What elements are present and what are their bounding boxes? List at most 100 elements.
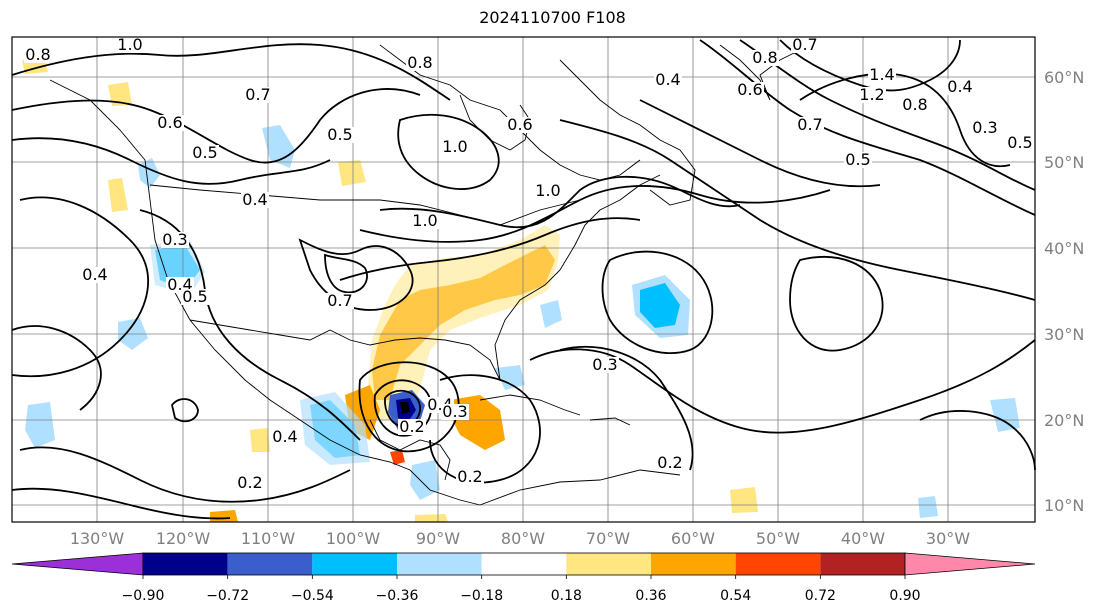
contour-line [397, 113, 500, 190]
contour-label-background [411, 213, 439, 229]
contour-line [789, 256, 884, 352]
contour-line [799, 72, 1011, 168]
contour-line [11, 137, 331, 185]
contour-line [384, 389, 421, 427]
colorbar-segment [735, 553, 821, 575]
colorbar-tick-label: −0.90 [122, 588, 165, 604]
shade-gulf-coast-yellow [368, 225, 560, 420]
latitude-label: 60°N [1044, 68, 1084, 87]
shade-yellow-bottom [415, 514, 448, 522]
contour-line [919, 410, 1036, 471]
colorbar-segment [143, 553, 228, 575]
contour-label: 0.7 [792, 35, 817, 54]
colorbar-tick-label: −0.18 [460, 588, 503, 604]
contour-label-background [456, 469, 484, 485]
coastline-gulf [329, 174, 661, 381]
contour-line [359, 185, 831, 243]
colorbar-tick-label: −0.72 [206, 588, 249, 604]
contour-lines [11, 39, 1036, 520]
latitude-label: 40°N [1044, 239, 1084, 258]
longitude-label: 130°W [70, 529, 125, 548]
contour-label-background [591, 357, 619, 373]
contour-label: 0.6 [737, 80, 762, 99]
coastline-south-america [479, 469, 681, 506]
longitude-label: 80°W [501, 529, 545, 548]
contour-label: 0.4 [947, 77, 972, 96]
colorbar-segment [651, 553, 736, 575]
colorbar-arrow-high [904, 552, 1036, 576]
shade-yucatan-blue [410, 460, 440, 500]
contour-label-background [751, 50, 779, 66]
contour-label: 0.4 [272, 427, 297, 446]
contour-label: 0.4 [655, 70, 680, 89]
colorbar-tick-label: 0.54 [720, 588, 751, 604]
latitude-label: 50°N [1044, 153, 1084, 172]
coastline-cuba [479, 394, 581, 416]
contour-line [11, 43, 451, 101]
contour-label: 0.8 [25, 45, 50, 64]
shade-bahamas-blue [495, 365, 525, 390]
contour-label-background [796, 117, 824, 133]
contour-line [339, 217, 641, 281]
contour-label: 0.5 [845, 150, 870, 169]
shade-yellow-small-3 [108, 82, 132, 106]
longitude-label: 40°W [841, 529, 885, 548]
latitude-label: 20°N [1044, 411, 1084, 430]
contour-label: 0.5 [1007, 133, 1032, 152]
contour-line [324, 253, 368, 294]
contour-line [699, 39, 1036, 216]
contour-label-background [901, 97, 929, 113]
contour-label: 0.4 [82, 265, 107, 284]
contour-label-background [236, 475, 264, 491]
contour-label-background [441, 139, 469, 155]
longitude-labels: 130°W 120°W 110°W 100°W 90°W 80°W 70°W 60°W 50°W… [70, 529, 970, 548]
contour-label: 1.0 [117, 35, 142, 54]
shade-yellow-small-1 [108, 178, 128, 212]
shade-east-atlantic-blue [990, 398, 1020, 432]
contour-label: 0.4 [242, 190, 267, 209]
contour-label-background [506, 117, 534, 133]
contour-label: 0.7 [245, 85, 270, 104]
contour-label-background [441, 404, 469, 420]
longitude-label: 30°W [926, 529, 970, 548]
contour-label: 0.5 [192, 143, 217, 162]
contour-label-background [858, 87, 886, 103]
shade-atlantic-small-blue [540, 300, 562, 328]
contour-label: 0.6 [157, 113, 182, 132]
longitude-label: 70°W [586, 529, 630, 548]
contour-label-background [654, 72, 682, 88]
contour-line [379, 175, 741, 229]
colorbar-segment [227, 553, 313, 575]
colorbar-segment [312, 553, 397, 575]
colorbar-tick-label: 0.90 [889, 588, 920, 604]
map-frame [11, 36, 1036, 523]
colorbar [11, 552, 1036, 576]
contour-label-background [844, 152, 872, 168]
contour-label: 0.8 [407, 53, 432, 72]
contour-label: 0.8 [752, 48, 777, 67]
shade-low-center-core [400, 402, 410, 414]
shade-pacific-sw-blue [25, 402, 55, 448]
contour-line [11, 487, 231, 520]
contour-label-background [156, 115, 184, 131]
border-us-mexico [189, 319, 331, 341]
contour-line [11, 325, 102, 411]
contour-label-background [406, 55, 434, 71]
contour-label-background [1006, 135, 1034, 151]
contour-label-background [656, 455, 684, 471]
colorbar-tick-labels: −0.90 −0.72 −0.54 −0.36 −0.18 0.18 0.36 0.54 0.7… [122, 575, 921, 604]
colorbar-segment [397, 553, 482, 575]
contour-label-background [534, 183, 562, 199]
contour-label: 0.5 [182, 287, 207, 306]
contour-label: 1.0 [412, 211, 437, 230]
contour-line [429, 374, 541, 484]
coastline-hispaniola [589, 417, 631, 426]
latitude-label: 30°N [1044, 325, 1084, 344]
contour-label-background [398, 419, 426, 435]
shade-pacific-lightblue [300, 392, 370, 465]
contour-label: 0.2 [457, 467, 482, 486]
contour-line [373, 379, 433, 437]
colorbar-tick-label: 0.36 [635, 588, 666, 604]
contour-label-background [24, 47, 52, 63]
colorbar-arrow-low [11, 552, 144, 576]
